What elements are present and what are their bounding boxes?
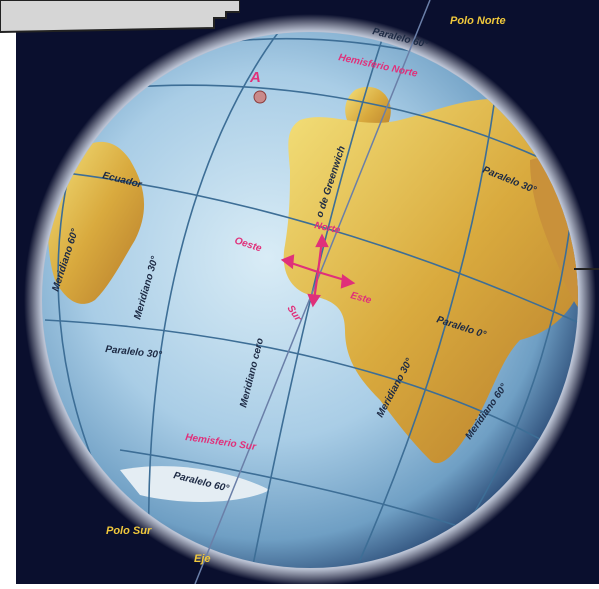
asia-edge (530, 157, 578, 330)
arrow-west-head (280, 254, 295, 270)
south-america (48, 141, 145, 304)
parallel-30s-line (44, 319, 561, 451)
label-este: Este (349, 290, 373, 306)
earth-axis-line (194, 0, 431, 585)
label-polo-norte: Polo Norte (450, 15, 506, 27)
point-a-marker (253, 90, 267, 104)
pointer-line (574, 268, 599, 270)
arrow-north-head (315, 233, 329, 248)
africa-europe (283, 99, 578, 464)
parallel-60s-line (119, 449, 471, 531)
meridian-30e-line (359, 59, 501, 561)
antarctic-edge (120, 466, 270, 502)
label-eje: Eje (194, 553, 211, 565)
meridian-30w-line (147, 32, 281, 568)
callout-box (0, 0, 240, 34)
label-norte: Norte (313, 220, 341, 236)
label-polo-sur: Polo Sur (106, 525, 152, 537)
arrow-south-head (307, 293, 321, 308)
arrow-east-head (340, 274, 356, 289)
direction-arrows (280, 233, 356, 308)
label-point-a: A (249, 69, 261, 86)
ecuador-line (42, 169, 578, 331)
